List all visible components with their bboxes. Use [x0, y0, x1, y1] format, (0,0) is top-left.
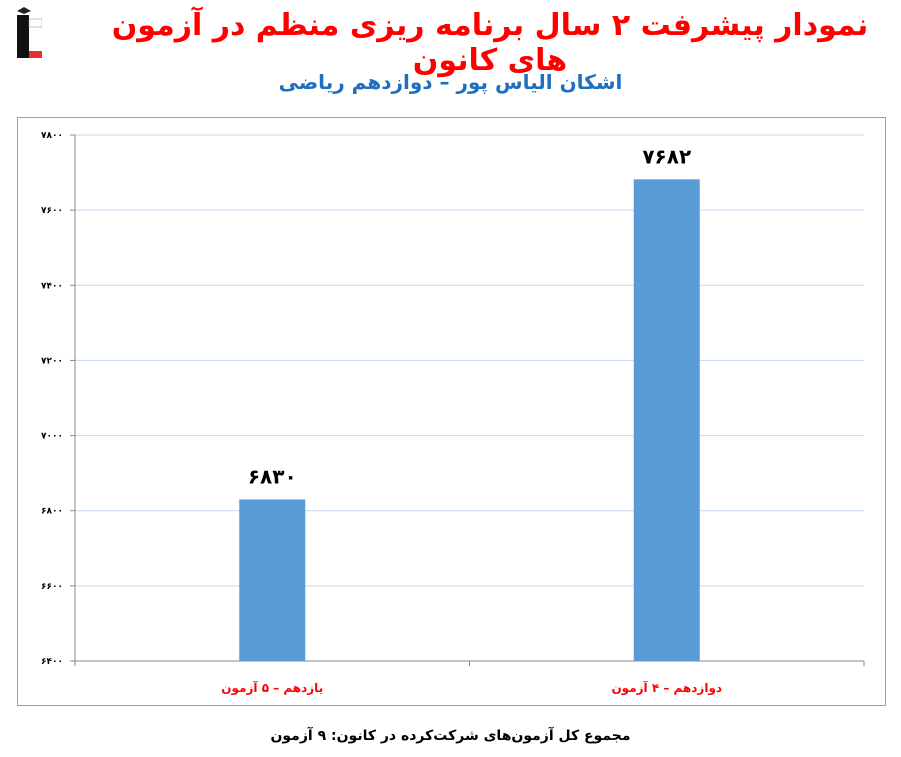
- footer-total-exams: مجموع کل آزمون‌های شرکت‌کرده در کانون: ۹…: [270, 728, 631, 744]
- y-tick-label: ۷۴۰۰: [41, 281, 63, 291]
- chart-frame: [17, 117, 886, 706]
- y-tick-label: ۷۰۰۰: [41, 432, 63, 442]
- data-label: ۶۸۳۰: [248, 464, 297, 488]
- chart-subtitle: اشکان الیاس پور – دوازدهم ریاضی: [278, 70, 623, 94]
- category-label: دوازدهم – ۴ آزمون: [611, 680, 722, 696]
- bar: [633, 179, 700, 661]
- kanoon-logo: [14, 5, 43, 58]
- category-label: یازدهم – ۵ آزمون: [221, 680, 323, 696]
- y-tick-label: ۷۲۰۰: [41, 356, 63, 366]
- y-tick-label: ۶۴۰۰: [41, 657, 63, 667]
- y-tick-label: ۷۸۰۰: [41, 131, 63, 141]
- data-label: ۷۶۸۲: [642, 144, 691, 168]
- y-tick-label: ۶۸۰۰: [41, 507, 63, 517]
- y-tick-label: ۶۶۰۰: [41, 582, 63, 592]
- chart-title: نمودار پیشرفت ۲ سال برنامه ریزی منظم در …: [111, 8, 869, 78]
- bar: [239, 499, 306, 661]
- y-tick-label: ۷۶۰۰: [41, 206, 63, 216]
